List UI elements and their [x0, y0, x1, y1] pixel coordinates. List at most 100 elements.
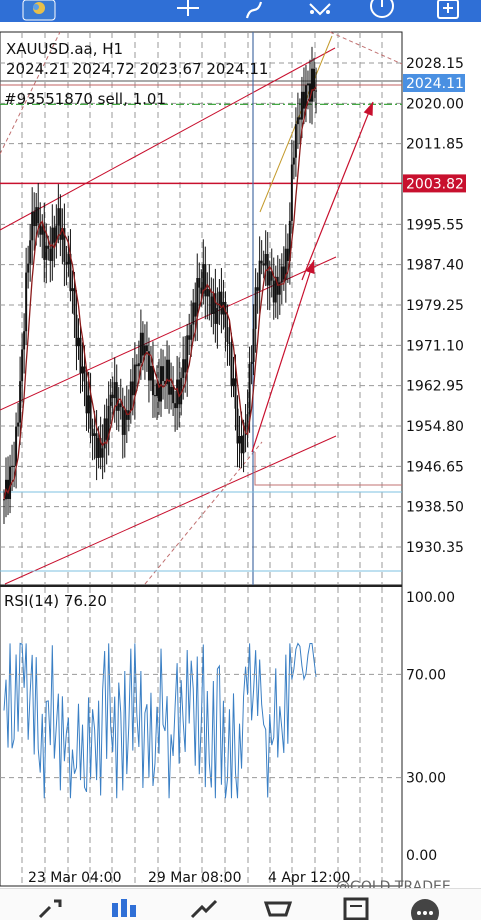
candle-body	[119, 403, 122, 408]
dashed-trend-line[interactable]	[0, 31, 61, 155]
candle-body	[288, 220, 291, 261]
candle-body	[147, 351, 150, 381]
candle-body	[194, 302, 197, 317]
quotes-icon[interactable]	[34, 895, 66, 920]
candle-body	[206, 288, 209, 297]
more-icon[interactable]	[408, 895, 440, 920]
candle-body	[55, 225, 58, 243]
candle-body	[93, 433, 96, 436]
candle-body	[81, 366, 84, 374]
candle-body	[3, 499, 5, 501]
candle-body	[240, 435, 243, 454]
rsi-axis-label: 100.00	[406, 590, 455, 606]
new-order-icon[interactable]	[430, 0, 466, 22]
arrow-line[interactable]	[301, 101, 374, 281]
candle-body	[101, 448, 104, 458]
indicators-icon[interactable]	[236, 0, 272, 22]
price-chart[interactable]: 2028.15 2020.00 2011.85 2003.82 1995.55 1987.…	[0, 22, 481, 888]
crosshair-icon[interactable]	[170, 0, 206, 22]
price-axis-label: 1962.95	[406, 379, 464, 395]
candle-body	[208, 288, 211, 297]
vertical-grid	[21, 32, 383, 886]
candle-body	[59, 208, 62, 240]
candle-body	[129, 381, 132, 411]
candle-body	[57, 208, 60, 226]
candle-body	[270, 271, 273, 281]
candle-body	[190, 324, 193, 340]
dashed-trend-line[interactable]	[329, 31, 403, 65]
candle-body	[268, 271, 271, 286]
candle-body	[35, 207, 38, 227]
candle-body	[111, 394, 114, 399]
candle-body	[236, 408, 239, 444]
candle-body	[292, 157, 295, 165]
rectangle-object[interactable]	[254, 452, 402, 486]
candle-body	[264, 253, 267, 266]
candle-body	[143, 345, 146, 356]
bottom-navigation	[0, 888, 481, 920]
candle-body	[313, 68, 316, 92]
candle-body	[21, 349, 24, 382]
candle-body	[210, 296, 213, 314]
candle-body	[290, 164, 293, 221]
arrow-line[interactable]	[251, 259, 315, 453]
candle-body	[256, 287, 259, 291]
candle-body	[296, 117, 299, 125]
drawn-objects[interactable]	[0, 31, 403, 585]
candle-body	[280, 266, 283, 283]
candle-body	[180, 377, 183, 405]
candle-body	[166, 359, 169, 385]
candle-body	[252, 328, 255, 362]
candle-body	[83, 366, 86, 382]
trend-channel-lower[interactable]	[4, 435, 337, 585]
app-logo-icon[interactable]	[18, 0, 60, 22]
candle-body	[149, 365, 152, 381]
candle-body	[278, 282, 281, 295]
history-icon[interactable]	[262, 895, 294, 920]
candle-body	[294, 124, 297, 158]
candle-body	[182, 359, 185, 378]
objects-icon[interactable]	[300, 0, 340, 22]
chart-window[interactable]: 2028.15 2020.00 2011.85 2003.82 1995.55 1987.…	[0, 22, 481, 895]
candle-body	[53, 227, 56, 243]
candle-body	[65, 261, 68, 265]
candle-body	[9, 466, 12, 499]
dashed-trend-line[interactable]	[144, 441, 263, 585]
rsi-line	[3, 642, 317, 799]
candle-body	[170, 386, 173, 395]
trend-channel-upper[interactable]	[0, 47, 336, 231]
news-icon[interactable]	[340, 895, 372, 920]
candle-body	[212, 293, 215, 314]
candle-body	[202, 264, 205, 294]
candle-body	[172, 386, 175, 404]
candle-body	[311, 68, 313, 102]
timeframe-clock-icon[interactable]	[364, 0, 400, 22]
candle-body	[89, 395, 92, 429]
candle-body	[95, 433, 98, 458]
candle-body	[254, 287, 257, 329]
candle-body	[87, 395, 90, 414]
candle-body	[282, 266, 285, 280]
trade-icon[interactable]	[188, 895, 220, 920]
candle-body	[232, 378, 235, 387]
candle-body	[79, 337, 82, 374]
candle-body	[220, 291, 223, 315]
candle-body	[186, 335, 189, 373]
top-toolbar	[0, 0, 481, 22]
candle-body	[284, 248, 287, 280]
price-axis-label: 1938.50	[406, 500, 464, 516]
candle-body	[244, 422, 247, 436]
candle-body	[274, 276, 277, 303]
candle-body	[121, 407, 124, 435]
candle-body	[188, 335, 191, 340]
price-axis: 2028.15 2020.00 2011.85 2003.82 1995.55 1987.…	[406, 56, 464, 556]
candle-body	[246, 414, 249, 423]
candle-body	[178, 379, 181, 405]
chart-icon[interactable]	[108, 895, 140, 920]
candle-body	[141, 332, 144, 356]
candle-body	[131, 381, 134, 396]
position-label[interactable]: #93551870 sell, 1.01	[4, 90, 166, 108]
candle-body	[224, 301, 227, 328]
candle-body	[155, 383, 158, 397]
candle-body	[127, 410, 130, 420]
